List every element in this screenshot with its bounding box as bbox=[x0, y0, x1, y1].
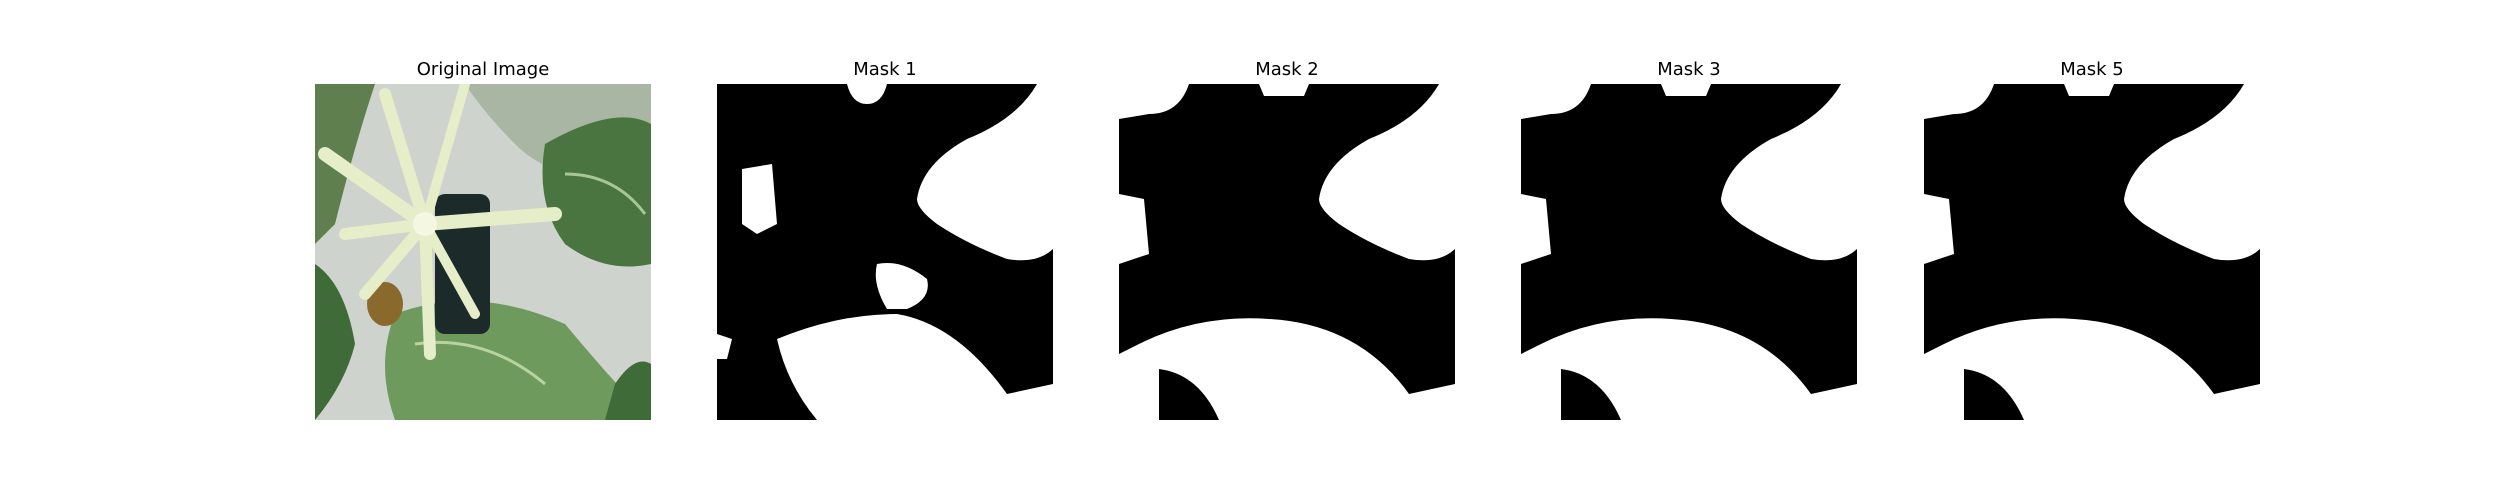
mask-region-left bbox=[1924, 194, 1954, 264]
mask-3-image bbox=[1521, 84, 1857, 420]
mask-region-top-left bbox=[1924, 84, 1994, 119]
mask-region-left bbox=[1521, 194, 1551, 264]
photo-leaf-right bbox=[542, 117, 651, 267]
original-plant-photo bbox=[315, 84, 651, 420]
mask-5-image bbox=[1924, 84, 2260, 420]
mask-region-left bbox=[1119, 194, 1149, 264]
photo-leaf-lower-left bbox=[315, 264, 355, 420]
mask-2-image bbox=[1119, 84, 1455, 420]
mask-region-top-right bbox=[1721, 84, 1857, 261]
panel-title: Mask 1 bbox=[853, 59, 917, 80]
mask-region-top-right bbox=[2124, 84, 2260, 261]
mask-region-left bbox=[742, 164, 777, 234]
photo-bud bbox=[367, 282, 403, 326]
panel-title: Mask 5 bbox=[2060, 59, 2124, 80]
panel-title: Mask 3 bbox=[1657, 59, 1721, 80]
mask-region-top-right bbox=[882, 84, 1053, 261]
mask-1-image bbox=[717, 84, 1053, 420]
mask-region-bottom bbox=[777, 314, 1053, 420]
panel-title: Mask 2 bbox=[1255, 59, 1319, 80]
mask-region-center-blob bbox=[875, 263, 928, 309]
photo-flower bbox=[318, 84, 562, 360]
panel-title: Original Image bbox=[416, 59, 550, 80]
mask-region-top-left bbox=[1119, 84, 1189, 119]
mask-region-top-left bbox=[1521, 84, 1591, 119]
mask-region-top-right bbox=[1319, 84, 1455, 261]
